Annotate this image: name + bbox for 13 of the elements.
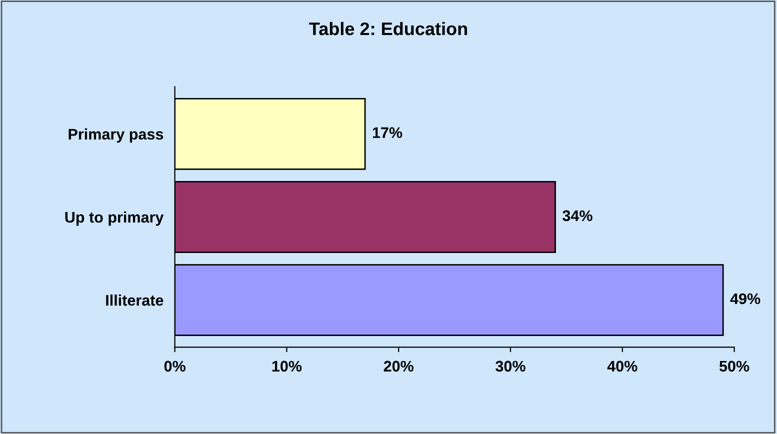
x-tick-label: 30% bbox=[496, 360, 526, 372]
data-label: 34% bbox=[562, 210, 592, 222]
y-tick-label: Primary pass bbox=[68, 128, 164, 143]
x-tick-label: 0% bbox=[164, 360, 186, 372]
chart-title: Table 2: Education bbox=[309, 22, 467, 36]
y-tick-label: Illiterate bbox=[106, 294, 164, 306]
data-label: 49% bbox=[730, 293, 760, 304]
x-tick-label: 10% bbox=[272, 360, 302, 372]
x-tick-label: 40% bbox=[607, 360, 638, 372]
y-tick-label: Up to primary bbox=[65, 211, 164, 226]
x-tick-label: 50% bbox=[719, 360, 750, 372]
data-label: 17% bbox=[372, 127, 402, 138]
x-tick-label: 20% bbox=[384, 360, 414, 372]
